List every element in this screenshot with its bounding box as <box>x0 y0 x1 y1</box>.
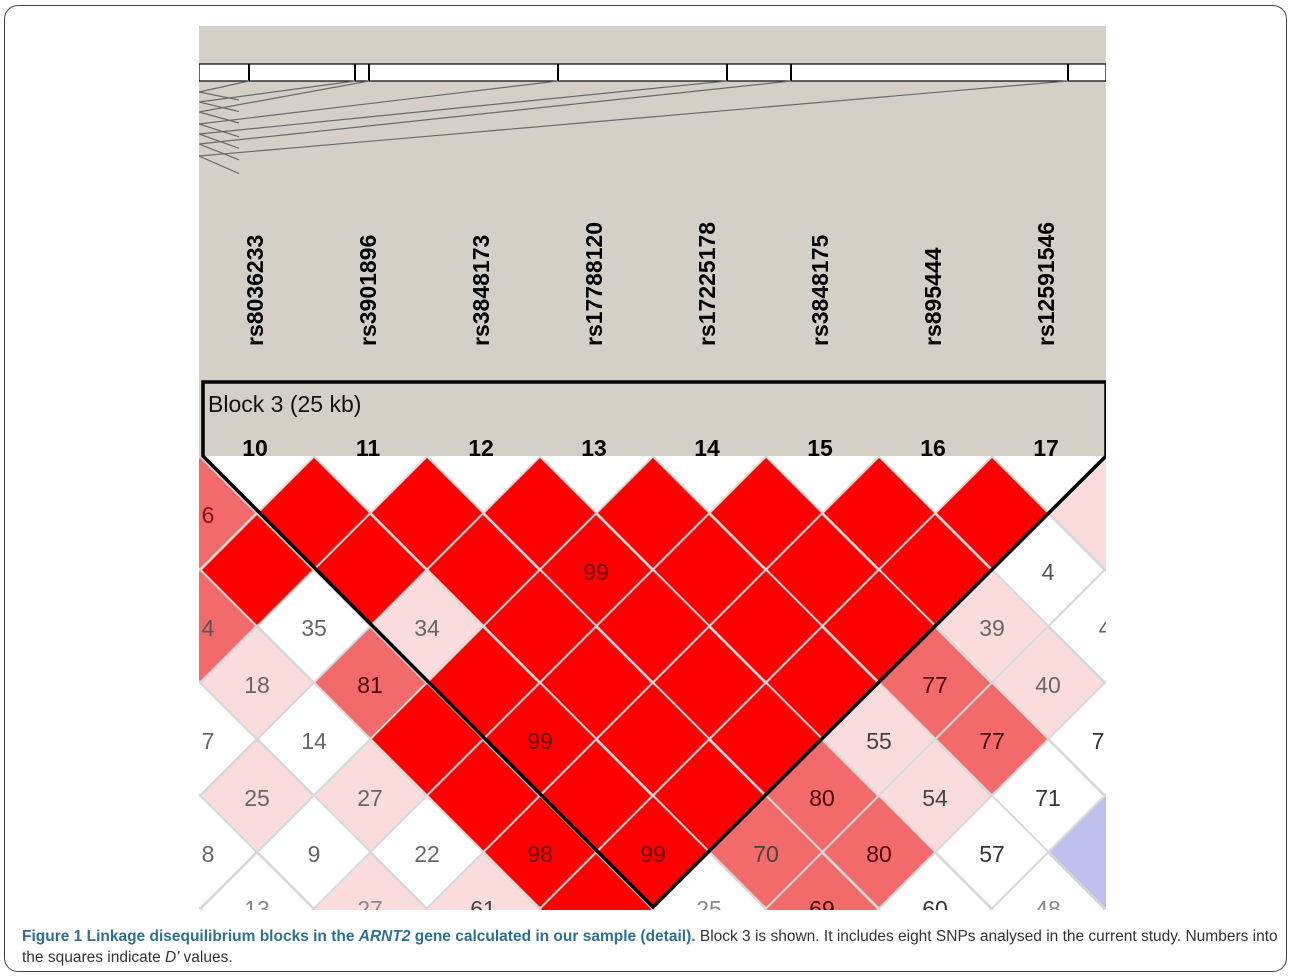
dprime-value: 18 <box>244 672 270 698</box>
snp-connector-line <box>199 133 240 149</box>
ld-plot: rs8036233 rs3901896 rs3848173 rs17788120 rs1… <box>199 26 1112 922</box>
dprime-value: 57 <box>979 841 1005 867</box>
snp-connector-line <box>199 80 356 103</box>
dprime-value: 99 <box>583 559 609 585</box>
snp-connector-line <box>199 80 250 93</box>
ld-cell <box>764 851 880 910</box>
dprime-value: 80 <box>866 841 892 867</box>
snp-label: rs12591546 <box>1033 222 1059 346</box>
snp-label: rs3848175 <box>807 235 833 346</box>
dprime-value: 7 <box>202 728 215 754</box>
snp-connector-line <box>199 111 240 124</box>
dprime-value: 4 <box>1042 559 1055 585</box>
ld-cell <box>990 851 1106 910</box>
block-label: Block 3 (25 kb) <box>208 391 361 417</box>
snp-connector-lines <box>199 80 1069 175</box>
dprime-value: 34 <box>414 615 440 641</box>
snp-label: rs3901896 <box>355 235 381 346</box>
ld-cell <box>425 851 541 910</box>
marker-number: 12 <box>468 435 494 461</box>
snp-connector-line <box>199 123 240 138</box>
dprime-value: 60 <box>922 896 948 922</box>
marker-number: 11 <box>356 435 381 461</box>
position-strip <box>199 63 1106 82</box>
snp-connector-line <box>199 155 240 175</box>
figure-frame: rs8036233 rs3901896 rs3848173 rs17788120 rs1… <box>4 5 1287 972</box>
marker-number: 15 <box>807 435 833 461</box>
dprime-value: 69 <box>809 896 835 922</box>
snp-connector-line <box>199 80 559 125</box>
ld-cell <box>199 851 315 910</box>
dprime-value: 14 <box>301 728 327 754</box>
ld-cell <box>538 851 654 910</box>
dprime-value: 9 <box>308 841 321 867</box>
snp-connector-line <box>199 80 728 135</box>
dprime-value: 99 <box>640 841 666 867</box>
dprime-value: 27 <box>357 896 383 922</box>
figure-caption: Figure 1 Linkage disequilibrium blocks i… <box>22 926 1284 968</box>
caption-title: Figure 1 Linkage disequilibrium blocks i… <box>22 928 696 945</box>
marker-number: 17 <box>1033 435 1059 461</box>
snp-connector-line <box>199 80 370 113</box>
dprime-value: 61 <box>470 896 496 922</box>
dprime-value: 27 <box>357 785 383 811</box>
dprime-value: 8 <box>202 841 215 867</box>
snp-connector-line <box>199 80 792 145</box>
dprime-value: 7 <box>1092 728 1105 754</box>
dprime-value: 77 <box>979 728 1005 754</box>
dprime-value: 80 <box>809 785 835 811</box>
position-track <box>199 63 1106 82</box>
dprime-value: 81 <box>357 672 383 698</box>
snp-label: rs895444 <box>920 247 946 346</box>
dprime-value: 70 <box>753 841 779 867</box>
marker-number: 13 <box>581 435 607 461</box>
dprime-value: 25 <box>244 785 270 811</box>
ld-cell <box>312 851 428 910</box>
dprime-value: 99 <box>527 728 553 754</box>
dprime-value: 54 <box>922 785 948 811</box>
dprime-value: 22 <box>414 841 440 867</box>
block-outline <box>201 380 1106 910</box>
dprime-value: 25 <box>696 896 722 922</box>
snp-label: rs17225178 <box>694 222 720 346</box>
snp-connector-line <box>199 143 240 161</box>
snp-label: rs8036233 <box>242 235 268 346</box>
dprime-value: 40 <box>1035 672 1061 698</box>
marker-number: 16 <box>920 435 946 461</box>
ld-cell <box>877 851 993 910</box>
dprime-value: 55 <box>866 728 892 754</box>
snp-label: rs3848173 <box>468 235 494 346</box>
snp-connector-line <box>199 91 240 101</box>
dprime-value: 48 <box>1035 896 1061 922</box>
marker-number: 10 <box>242 435 268 461</box>
dprime-value: 77 <box>922 672 948 698</box>
snp-label: rs17788120 <box>581 222 607 346</box>
dprime-value: 98 <box>527 841 553 867</box>
dprime-value: 4 <box>1099 615 1112 641</box>
dprime-value: 35 <box>301 615 327 641</box>
snp-connector-line <box>199 101 240 113</box>
dprime-value: 6 <box>202 502 215 528</box>
marker-number: 14 <box>694 435 720 461</box>
caption-body: Block 3 is shown. It includes eight SNPs… <box>22 928 1278 966</box>
dprime-value: 39 <box>979 615 1005 641</box>
snp-connector-line <box>199 80 1069 157</box>
header-background <box>199 26 1106 456</box>
dprime-value: 71 <box>1035 785 1061 811</box>
dprime-value: 4 <box>202 615 215 641</box>
dprime-value: 13 <box>244 896 270 922</box>
